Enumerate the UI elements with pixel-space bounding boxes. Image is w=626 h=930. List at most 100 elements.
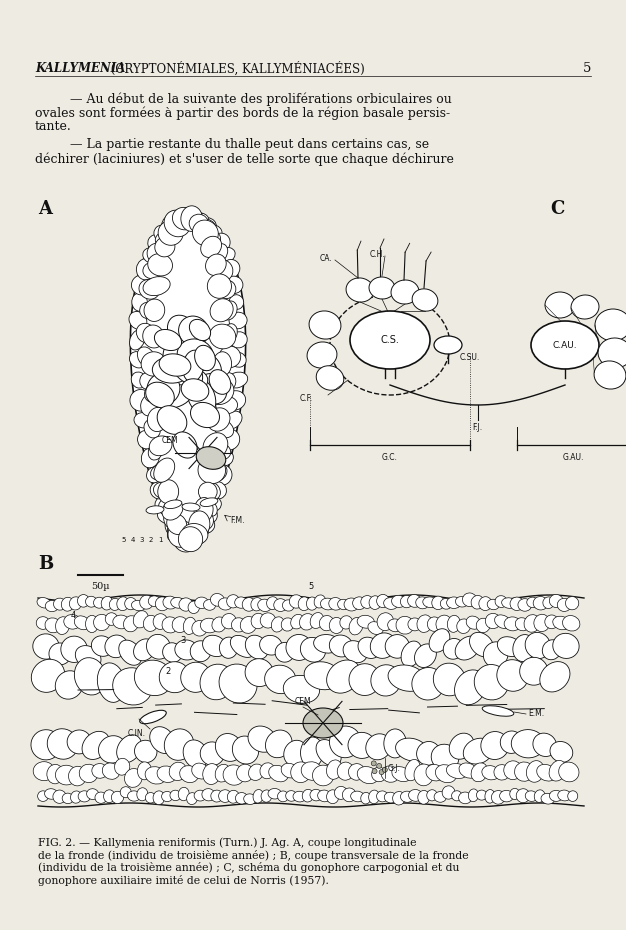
Ellipse shape: [463, 593, 477, 606]
Ellipse shape: [471, 595, 484, 609]
Ellipse shape: [162, 791, 173, 802]
Ellipse shape: [86, 789, 99, 800]
Ellipse shape: [227, 372, 248, 388]
Ellipse shape: [178, 788, 189, 801]
Ellipse shape: [125, 768, 142, 788]
Ellipse shape: [168, 315, 197, 347]
Text: CEM: CEM: [162, 435, 178, 445]
Ellipse shape: [45, 601, 58, 612]
Ellipse shape: [230, 332, 247, 348]
Ellipse shape: [130, 329, 145, 350]
Ellipse shape: [301, 762, 323, 780]
Text: 4: 4: [70, 610, 76, 619]
Ellipse shape: [187, 530, 202, 545]
Ellipse shape: [192, 764, 209, 779]
Ellipse shape: [456, 596, 468, 607]
Ellipse shape: [455, 636, 480, 660]
Ellipse shape: [540, 661, 570, 692]
Ellipse shape: [414, 764, 433, 786]
Text: gonophore auxiliaire imité de celui de Norris (1957).: gonophore auxiliaire imité de celui de N…: [38, 874, 329, 885]
Ellipse shape: [148, 596, 160, 606]
Ellipse shape: [74, 616, 90, 630]
Ellipse shape: [542, 640, 562, 659]
Ellipse shape: [475, 665, 509, 700]
Ellipse shape: [391, 280, 419, 304]
Ellipse shape: [181, 662, 211, 692]
Ellipse shape: [412, 668, 444, 700]
Ellipse shape: [483, 642, 508, 667]
Ellipse shape: [557, 598, 571, 611]
Ellipse shape: [531, 321, 599, 369]
Ellipse shape: [150, 482, 167, 498]
Ellipse shape: [350, 311, 430, 369]
Ellipse shape: [169, 763, 187, 780]
Ellipse shape: [47, 729, 78, 759]
Ellipse shape: [209, 370, 231, 394]
Ellipse shape: [92, 764, 108, 778]
Ellipse shape: [382, 767, 387, 772]
Ellipse shape: [190, 319, 210, 340]
Ellipse shape: [138, 430, 156, 449]
Ellipse shape: [147, 373, 180, 405]
Ellipse shape: [408, 594, 421, 607]
Ellipse shape: [515, 618, 530, 631]
Ellipse shape: [516, 789, 530, 803]
Ellipse shape: [520, 658, 548, 685]
Ellipse shape: [143, 262, 163, 279]
Ellipse shape: [136, 259, 155, 280]
Ellipse shape: [207, 274, 232, 299]
Ellipse shape: [184, 526, 205, 547]
Ellipse shape: [351, 791, 364, 802]
Ellipse shape: [284, 675, 320, 703]
Ellipse shape: [436, 764, 456, 783]
Text: F.M.: F.M.: [230, 515, 245, 525]
Text: (CRYPTONÉMIALES, KALLYMÉNIACÉES): (CRYPTONÉMIALES, KALLYMÉNIACÉES): [107, 62, 365, 76]
Ellipse shape: [158, 220, 183, 246]
Ellipse shape: [434, 791, 446, 803]
Text: 3: 3: [180, 635, 186, 644]
Ellipse shape: [222, 373, 236, 390]
Ellipse shape: [162, 216, 177, 236]
Ellipse shape: [168, 521, 194, 548]
Ellipse shape: [120, 787, 131, 798]
Ellipse shape: [349, 618, 363, 635]
Text: ovales sont formées à partir des bords de la région basale persis-: ovales sont formées à partir des bords d…: [35, 106, 450, 119]
Ellipse shape: [213, 352, 232, 376]
Ellipse shape: [485, 790, 495, 804]
Ellipse shape: [205, 254, 226, 275]
Ellipse shape: [304, 662, 341, 690]
Ellipse shape: [282, 600, 294, 611]
Ellipse shape: [145, 381, 166, 403]
Ellipse shape: [349, 764, 365, 780]
Ellipse shape: [191, 524, 207, 541]
Ellipse shape: [391, 595, 406, 607]
Ellipse shape: [485, 614, 501, 629]
Ellipse shape: [459, 763, 478, 778]
Ellipse shape: [158, 480, 178, 504]
Ellipse shape: [269, 765, 289, 782]
Ellipse shape: [180, 765, 198, 782]
Ellipse shape: [426, 764, 444, 781]
Ellipse shape: [357, 616, 374, 628]
Ellipse shape: [64, 615, 81, 629]
Ellipse shape: [225, 276, 243, 294]
Ellipse shape: [214, 419, 233, 438]
Ellipse shape: [140, 302, 155, 318]
Ellipse shape: [187, 792, 197, 804]
Ellipse shape: [501, 598, 516, 608]
Ellipse shape: [115, 758, 130, 776]
Ellipse shape: [534, 790, 545, 803]
Ellipse shape: [543, 597, 554, 608]
Text: G.AU.: G.AU.: [562, 453, 583, 462]
Ellipse shape: [163, 336, 198, 375]
Ellipse shape: [598, 338, 626, 368]
Ellipse shape: [251, 613, 265, 629]
Ellipse shape: [275, 643, 295, 662]
Ellipse shape: [95, 792, 107, 804]
Ellipse shape: [189, 214, 208, 232]
Ellipse shape: [93, 597, 105, 608]
Ellipse shape: [193, 517, 215, 534]
Ellipse shape: [141, 352, 167, 376]
Ellipse shape: [190, 213, 209, 231]
Ellipse shape: [553, 617, 570, 630]
